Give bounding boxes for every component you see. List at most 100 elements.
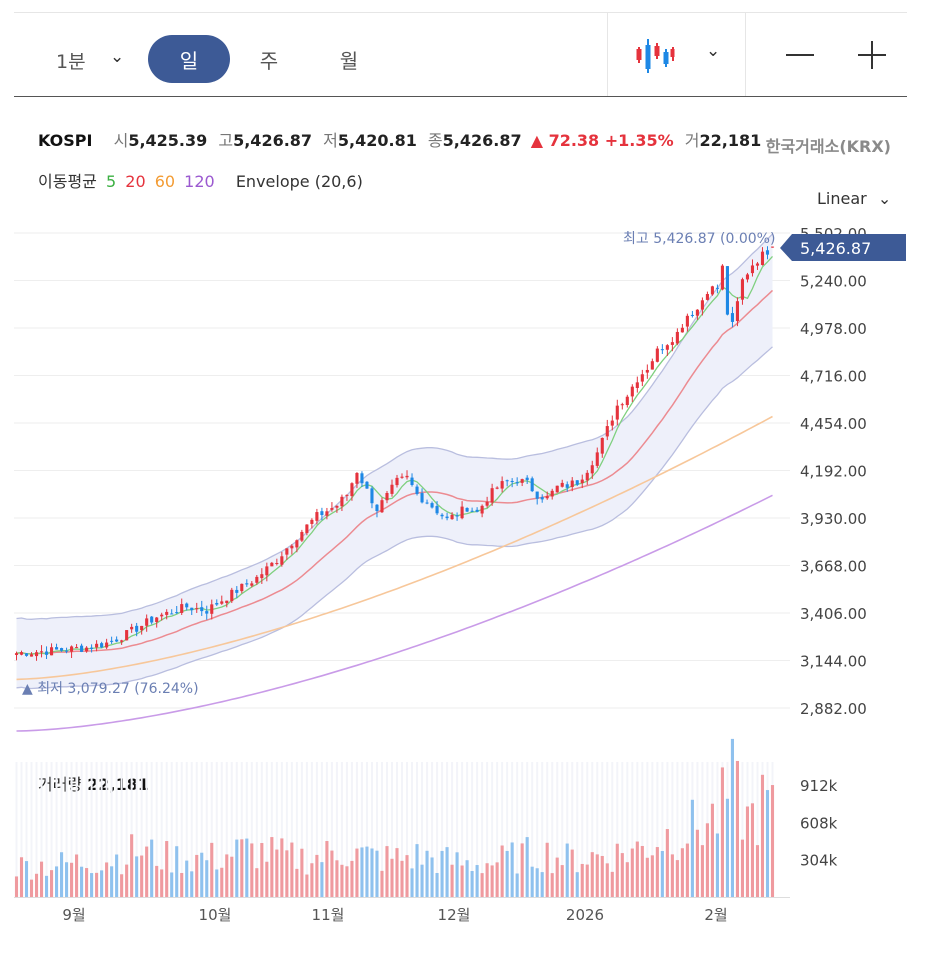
candle-body (585, 472, 589, 481)
volume-bar (675, 860, 679, 897)
ma-period-60: 60 (154, 172, 176, 191)
volume-bg-stripe (380, 762, 383, 897)
volume-tick-label: 304k (800, 852, 838, 870)
timeframe-select[interactable]: 1분 (56, 51, 86, 73)
candle-body (555, 485, 559, 493)
high-value: 5,426.87 (233, 131, 313, 150)
candle-body (445, 516, 449, 519)
volume-bg-stripe (250, 762, 253, 897)
volume-bar (70, 862, 74, 897)
volume-bar (330, 850, 334, 897)
candle-body (235, 589, 239, 593)
candle-body (310, 519, 314, 524)
volume-bg-stripe (360, 762, 363, 897)
candle-body (630, 386, 634, 397)
volume-bg-stripe (601, 762, 604, 897)
volume-bg-stripe (150, 762, 153, 897)
volume-bg-stripe (200, 762, 203, 897)
candle-body (70, 646, 74, 652)
chevron-down-icon[interactable]: ⌄ (110, 47, 125, 67)
tab-week[interactable]: 주 (259, 48, 279, 73)
y-tick-label: 3,144.00 (800, 653, 867, 671)
volume-bar (525, 837, 529, 897)
chart-type-chevron-icon[interactable]: ⌄ (706, 41, 721, 61)
x-tick-label: 10월 (199, 906, 232, 924)
candle-body (29, 654, 34, 657)
volume-bar (695, 829, 699, 897)
volume-bar (44, 875, 49, 897)
candlestick-type-icon[interactable] (635, 37, 675, 75)
volume-bg-stripe (661, 762, 664, 897)
indicator-legend[interactable]: 이동평균 5 20 60 120 Envelope (20,6) (38, 168, 367, 192)
volume-bg-stripe (756, 762, 759, 897)
volume-value: 22,181 (699, 131, 762, 150)
volume-bg-stripe (70, 762, 73, 897)
candle-body (695, 309, 699, 316)
volume-bar (625, 862, 629, 897)
candle-body (675, 331, 679, 344)
candle-body (130, 626, 134, 630)
candle-body (60, 648, 64, 651)
low-label: 저 (323, 131, 338, 150)
candle-body (335, 505, 339, 508)
volume-bar (410, 868, 414, 897)
volume-bg-stripe (396, 762, 399, 897)
volume-bar (225, 854, 229, 897)
volume-bg-stripe (30, 762, 33, 897)
candle-body (530, 478, 534, 492)
zoom-out-icon[interactable] (780, 35, 820, 75)
volume-bg-stripe (195, 762, 198, 897)
candle-body (410, 477, 414, 486)
candle-body (470, 510, 474, 512)
candle-body (550, 490, 554, 497)
volume-bar (765, 790, 770, 897)
candle-body (265, 566, 269, 576)
volume-bar (49, 870, 54, 897)
candle-body (345, 494, 349, 496)
candle-body (105, 642, 109, 648)
volume-bar (660, 850, 664, 897)
high-label: 고 (218, 131, 234, 150)
volume-bg-stripe (345, 762, 348, 897)
volume-bar (200, 852, 204, 897)
volume-bg-stripe (230, 762, 233, 897)
volume-bar (470, 870, 474, 897)
volume-bar (460, 865, 464, 897)
candle-body (320, 511, 324, 516)
candle-body (545, 496, 549, 499)
volume-bar (130, 834, 134, 897)
scale-select[interactable]: Linear ⌄ (817, 189, 891, 208)
low-value: 5,420.81 (337, 131, 417, 150)
volume-bg-stripe (20, 762, 23, 897)
volume-bar (575, 872, 579, 897)
volume-bar (570, 849, 574, 897)
y-tick-label: 3,930.00 (800, 510, 867, 528)
zoom-in-icon[interactable] (852, 35, 892, 75)
volume-bg-stripe (606, 762, 609, 897)
volume-bar (590, 852, 594, 897)
chart-toolbar: 1분 ⌄ 일 주 월 ⌄ (14, 12, 907, 97)
candle-body (570, 480, 574, 488)
volume-bg-stripe (611, 762, 614, 897)
candle-body (740, 279, 745, 300)
envelope-label: Envelope (20,6) (235, 172, 363, 191)
volume-bar (185, 860, 189, 897)
volume-bg-stripe (566, 762, 569, 897)
candle-body (395, 477, 399, 486)
y-tick-label: 4,978.00 (800, 320, 867, 338)
ma120-line (16, 494, 773, 732)
volume-bg-stripe (641, 762, 644, 897)
volume-bg-stripe (621, 762, 624, 897)
volume-bar (560, 865, 564, 897)
volume-bar (545, 842, 549, 897)
y-tick-label: 4,454.00 (800, 415, 867, 433)
volume-bg-stripe (375, 762, 378, 897)
volume-bg-stripe (320, 762, 323, 897)
last-price-label: 5,426.87 (800, 239, 871, 258)
tab-month[interactable]: 월 (339, 48, 359, 73)
volume-bg-stripe (541, 762, 544, 897)
volume-bg-stripe (260, 762, 263, 897)
volume-bar (600, 855, 604, 897)
tab-day[interactable]: 일 (148, 35, 230, 83)
